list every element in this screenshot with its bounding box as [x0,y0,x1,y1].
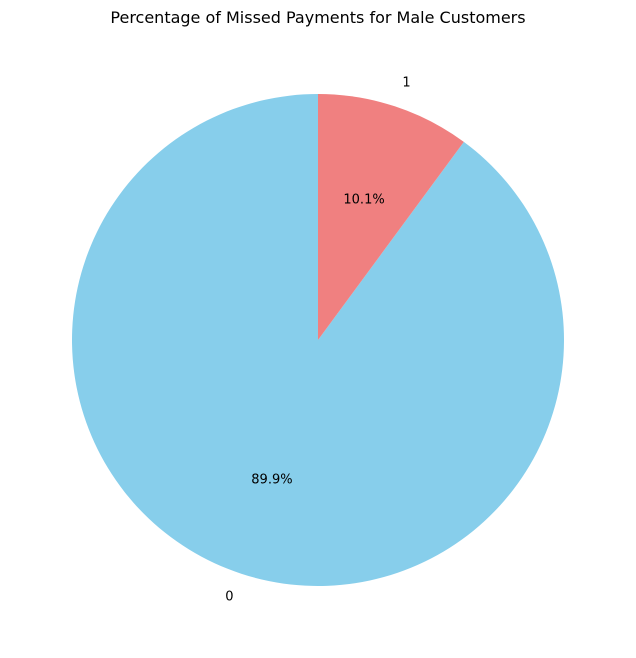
pie-slice-percent-1: 10.1% [343,192,384,207]
pie-slice-percent-0: 89.9% [251,473,292,488]
pie-slice-label-0: 0 [225,590,233,605]
pie-labels: 89.9% 0 10.1% 1 [225,75,410,604]
pie-slice-label-1: 1 [402,75,410,90]
chart-title: Percentage of Missed Payments for Male C… [110,8,526,27]
pie-slice-1 [318,94,464,340]
pie-slice-0 [72,94,565,586]
pie-slices [72,94,565,586]
